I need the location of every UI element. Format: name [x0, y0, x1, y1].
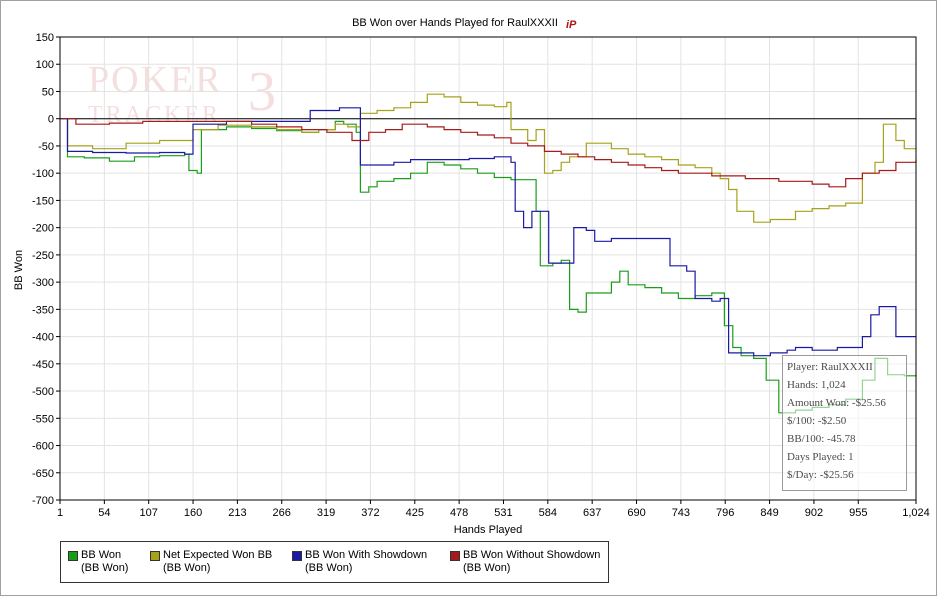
x-tick-label: 54	[98, 507, 110, 519]
y-tick-label: -550	[32, 413, 54, 425]
y-tick-label: -450	[32, 359, 54, 371]
y-tick-label: -650	[32, 468, 54, 480]
x-tick-label: 478	[450, 507, 468, 519]
tooltip-dollars-per-100: $/100: -$2.50	[787, 415, 847, 427]
x-tick-label: 319	[317, 507, 335, 519]
watermark-version: 3	[248, 61, 276, 123]
x-tick-label: 213	[228, 507, 246, 519]
x-tick-label: 584	[539, 507, 557, 519]
series-line-net-expected-won-bb	[60, 93, 916, 223]
y-tick-label: 0	[48, 114, 54, 126]
y-tick-label: -50	[38, 141, 54, 153]
plot-area-border	[59, 36, 917, 501]
legend-swatch-bb-won	[68, 551, 78, 561]
player-stats-tooltip: Player: RaulXXXII Hands: 1,024 Amount Wo…	[782, 355, 907, 491]
x-tick-label: 690	[627, 507, 645, 519]
y-tick-label: -300	[32, 277, 54, 289]
series-line-bb-won-with-showdown	[60, 107, 916, 357]
x-tick-label: 1	[57, 507, 63, 519]
chart-legend: BB Won (BB Won) Net Expected Won BB (BB …	[60, 541, 609, 583]
x-tick-label: 372	[361, 507, 379, 519]
tooltip-hands: Hands: 1,024	[787, 379, 846, 391]
y-tick-label: 100	[36, 59, 54, 71]
x-tick-label: 849	[760, 507, 778, 519]
pokertracker-watermark: POKER TRACKER 3	[88, 59, 276, 128]
x-tick-label: 531	[494, 507, 512, 519]
tooltip-bb-per-100: BB/100: -45.78	[787, 433, 856, 445]
y-tick-label: -600	[32, 441, 54, 453]
y-axis-label: BB Won	[13, 250, 25, 290]
legend-sublabel: (BB Won)	[463, 562, 511, 574]
series-lines	[60, 93, 917, 414]
legend-swatch-with-showdown	[292, 551, 302, 561]
tooltip-days-played: Days Played: 1	[787, 451, 854, 463]
x-tick-label: 160	[184, 507, 202, 519]
y-tick-label: -250	[32, 250, 54, 262]
legend-sublabel: (BB Won)	[163, 562, 211, 574]
x-tick-label: 743	[672, 507, 690, 519]
legend-label: Net Expected Won BB	[163, 549, 273, 561]
tooltip-per-day: $/Day: -$25.56	[787, 469, 854, 481]
y-tick-label: -100	[32, 168, 54, 180]
title-logo-text: iP	[566, 19, 577, 31]
legend-swatch-without-showdown	[450, 551, 460, 561]
tooltip-amount-won: Amount Won: -$25.56	[787, 397, 886, 409]
tooltip-player: Player: RaulXXXII	[787, 361, 873, 373]
title-logo-icon: iP	[566, 19, 577, 31]
x-tick-label: 266	[273, 507, 291, 519]
y-tick-label: -350	[32, 304, 54, 316]
y-tick-label: 150	[36, 32, 54, 44]
legend-label: BB Won	[81, 549, 122, 561]
legend-label: BB Won With Showdown	[305, 549, 428, 561]
x-tick-label: 902	[805, 507, 823, 519]
x-tick-label: 796	[716, 507, 734, 519]
x-axis-label: Hands Played	[454, 524, 523, 536]
x-tick-label: 425	[406, 507, 424, 519]
y-tick-label: -150	[32, 195, 54, 207]
y-tick-label: -500	[32, 386, 54, 398]
x-tick-label: 955	[849, 507, 867, 519]
y-tick-label: -700	[32, 495, 54, 507]
y-tick-label: 50	[42, 86, 54, 98]
x-tick-label: 1,024	[902, 507, 930, 519]
legend-sublabel: (BB Won)	[305, 562, 353, 574]
y-tick-label: -200	[32, 223, 54, 235]
chart-title: BB Won over Hands Played for RaulXXXII	[352, 17, 558, 29]
legend-label: BB Won Without Showdown	[463, 549, 601, 561]
legend-sublabel: (BB Won)	[81, 562, 129, 574]
series-line-bb-won-without-showdown	[60, 118, 917, 188]
x-tick-label: 637	[583, 507, 601, 519]
y-tick-label: -400	[32, 332, 54, 344]
legend-swatch-net-expected	[150, 551, 160, 561]
axis-ticks: 150 100 50 0 -50 -100 -150 -200 -250 -300 -350 -400…	[32, 32, 930, 519]
x-tick-label: 107	[140, 507, 158, 519]
watermark-line1: POKER	[88, 59, 223, 101]
